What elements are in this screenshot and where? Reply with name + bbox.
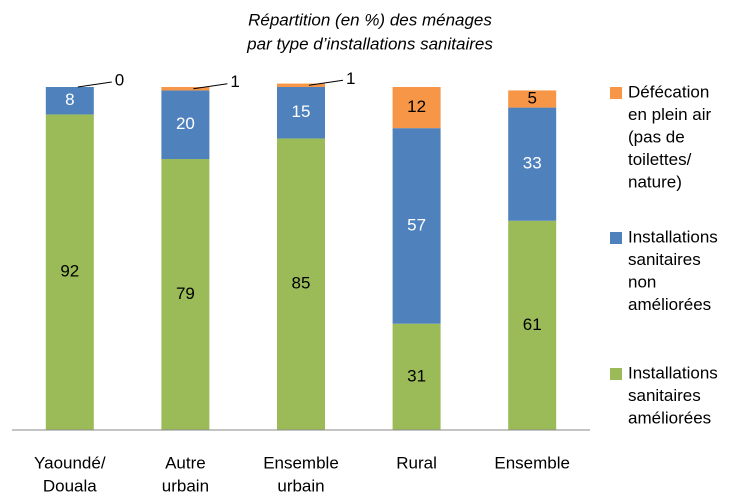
legend-swatch <box>610 87 622 99</box>
bar-segment <box>45 87 94 115</box>
x-tick-label: Ensemble <box>263 453 339 472</box>
bar-segment <box>277 138 325 430</box>
leader-line <box>77 81 112 88</box>
bar-segment <box>392 87 441 129</box>
leader-line <box>308 79 344 86</box>
data-label: 92 <box>60 262 79 281</box>
legend-swatch <box>610 232 622 244</box>
data-label: 20 <box>176 114 195 133</box>
data-label: 0 <box>115 70 124 89</box>
bar-segment <box>508 90 557 108</box>
legend-label: améliorées <box>628 295 711 314</box>
data-label: 12 <box>407 97 426 116</box>
leader-line <box>193 83 228 90</box>
bar-segment <box>161 159 210 430</box>
data-label: 5 <box>527 88 536 107</box>
x-tick-label: Yaoundé/ <box>34 453 106 472</box>
data-label: 1 <box>346 69 355 88</box>
bar-segment <box>392 128 441 324</box>
bar-segment <box>277 87 325 139</box>
legend-label: sanitaires <box>628 250 701 269</box>
x-tick-label: Ensemble <box>494 453 570 472</box>
legend-label: (pas de <box>628 127 685 146</box>
chart-title: Répartition (en %) des ménages <box>248 10 492 29</box>
legend-label: Installations <box>628 363 718 382</box>
data-label: 61 <box>523 315 542 334</box>
legend-label: sanitaires <box>628 386 701 405</box>
bar-segment <box>161 87 210 91</box>
legend-label: nature) <box>628 172 682 191</box>
legend-label: en plein air <box>628 105 712 124</box>
x-tick-label: Autre <box>165 453 206 472</box>
chart-title: par type d’installations sanitaires <box>246 34 493 53</box>
x-tick-label: Douala <box>43 476 97 495</box>
bar-segment <box>277 83 325 87</box>
legend-label: toilettes/ <box>628 150 692 169</box>
legend-label: non <box>628 272 656 291</box>
data-label: 85 <box>292 274 311 293</box>
x-tick-label: urbain <box>277 476 324 495</box>
legend-label: Installations <box>628 227 718 246</box>
bar-segment <box>45 114 94 430</box>
x-tick-label: urbain <box>162 476 209 495</box>
bar-segment <box>508 107 557 221</box>
data-label: 31 <box>407 366 426 385</box>
data-label: 1 <box>230 72 239 91</box>
data-label: 79 <box>176 284 195 303</box>
bar-segment <box>392 323 441 430</box>
bar-segment <box>161 90 210 160</box>
legend-label: améliorées <box>628 408 711 427</box>
legend-label: Défécation <box>628 82 709 101</box>
data-label: 8 <box>65 90 74 109</box>
x-tick-label: Rural <box>396 453 437 472</box>
legend-swatch <box>610 368 622 380</box>
bar-segment <box>508 220 557 430</box>
data-label: 57 <box>407 215 426 234</box>
data-label: 33 <box>523 154 542 173</box>
data-label: 15 <box>292 102 311 121</box>
